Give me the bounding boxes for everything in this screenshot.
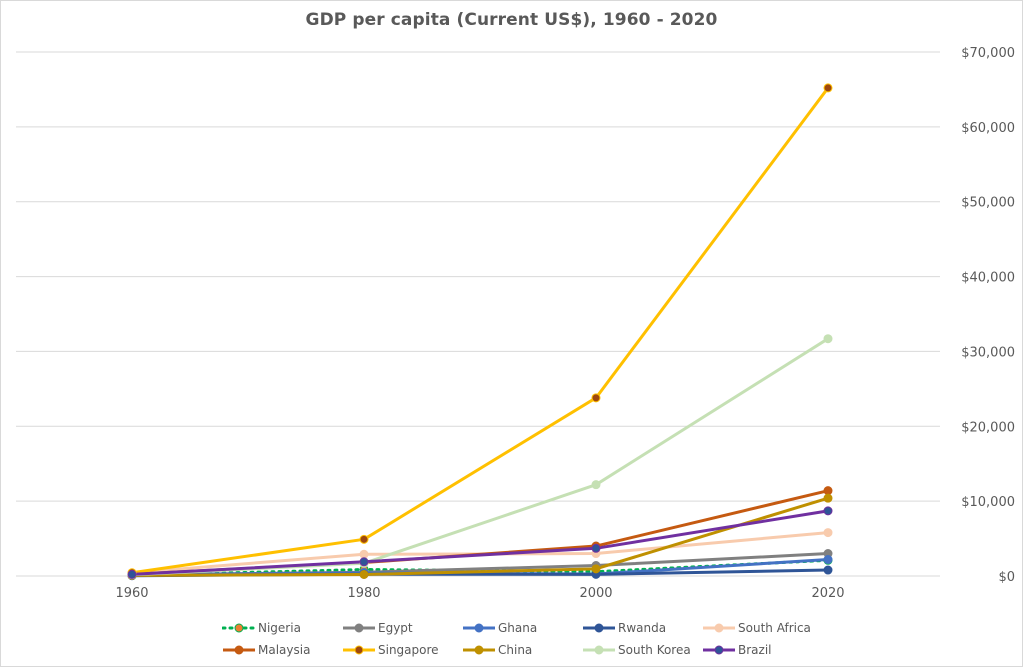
legend-label: Egypt: [378, 621, 413, 635]
data-point-south-korea: [823, 334, 833, 344]
series-line-singapore: [131, 87, 830, 575]
data-point-china: [359, 570, 369, 580]
x-tick-label: 2000: [579, 586, 612, 601]
legend-swatch-icon: [583, 623, 615, 633]
legend-label: Ghana: [498, 621, 538, 635]
legend-item-malaysia: Malaysia: [222, 643, 342, 657]
legend-item-south-africa: South Africa: [702, 621, 822, 635]
legend-row: Malaysia Singapore China South Korea Brazil: [222, 639, 822, 661]
x-tick-label: 1980: [347, 586, 380, 601]
legend-label: China: [498, 643, 533, 657]
legend-label: Nigeria: [258, 621, 301, 635]
legend-item-south-korea: South Korea: [582, 643, 702, 657]
legend-item-ghana: Ghana: [462, 621, 582, 635]
legend-label: Malaysia: [258, 643, 311, 657]
legend-item-rwanda: Rwanda: [582, 621, 702, 635]
legend-label: Singapore: [378, 643, 439, 657]
series-line-china: [131, 496, 829, 577]
legend-label: South Africa: [738, 621, 811, 635]
data-point-brazil: [359, 557, 369, 567]
y-tick-label: $40,000: [961, 271, 1015, 286]
data-point-singapore: [823, 83, 833, 93]
legend-item-singapore: Singapore: [342, 643, 462, 657]
y-tick-label: $50,000: [961, 196, 1015, 211]
legend-label: Rwanda: [618, 621, 667, 635]
data-point-china: [823, 493, 833, 503]
legend-swatch-icon: [703, 645, 735, 655]
data-point-brazil: [127, 569, 137, 579]
data-point-rwanda: [823, 565, 833, 575]
y-tick-label: $0: [998, 570, 1015, 585]
legend-swatch-icon: [463, 645, 495, 655]
legend-row: Nigeria Egypt Ghana Rwanda South Africa: [222, 617, 822, 639]
chart-legend: Nigeria Egypt Ghana Rwanda South Africa Malay…: [222, 617, 822, 661]
legend-swatch-icon: [463, 623, 495, 633]
legend-swatch-icon: [583, 645, 615, 655]
data-point-south-africa: [823, 528, 833, 538]
legend-swatch-icon: [703, 623, 735, 633]
legend-item-nigeria: Nigeria: [222, 621, 342, 635]
legend-swatch-icon: [343, 645, 375, 655]
legend-swatch-icon: [223, 645, 255, 655]
legend-item-egypt: Egypt: [342, 621, 462, 635]
legend-swatch-icon: [222, 623, 256, 633]
data-point-china: [591, 564, 601, 574]
series-line-south-korea: [131, 337, 829, 577]
y-tick-label: $30,000: [961, 345, 1015, 360]
data-point-singapore: [359, 534, 369, 544]
x-tick-label: 1960: [115, 586, 148, 601]
y-tick-label: $70,000: [961, 46, 1015, 61]
data-point-south-africa: [359, 549, 369, 559]
data-point-south-korea: [591, 480, 601, 490]
data-point-brazil: [591, 543, 601, 553]
legend-label: South Korea: [618, 643, 691, 657]
y-tick-label: $10,000: [961, 495, 1015, 510]
legend-item-brazil: Brazil: [702, 643, 822, 657]
legend-item-china: China: [462, 643, 582, 657]
data-point-ghana: [823, 555, 833, 565]
series-line-malaysia: [131, 489, 829, 576]
y-tick-label: $60,000: [961, 121, 1015, 136]
legend-label: Brazil: [738, 643, 772, 657]
data-point-singapore: [591, 393, 601, 403]
series-line-brazil: [131, 509, 829, 576]
chart-title: GDP per capita (Current US$), 1960 - 202…: [305, 10, 718, 30]
data-point-brazil: [823, 506, 833, 516]
x-tick-label: 2020: [811, 586, 844, 601]
legend-swatch-icon: [343, 623, 375, 633]
data-point-malaysia: [823, 486, 833, 496]
y-tick-label: $20,000: [961, 420, 1015, 435]
